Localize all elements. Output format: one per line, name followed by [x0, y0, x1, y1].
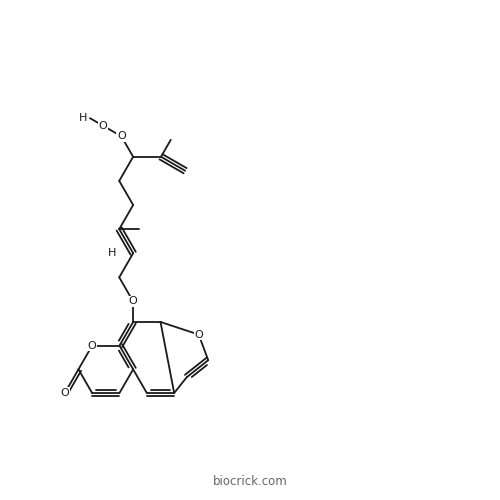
Text: H: H [108, 248, 116, 258]
Text: O: O [117, 132, 126, 141]
Text: O: O [88, 340, 96, 350]
Text: biocrick.com: biocrick.com [212, 474, 288, 488]
Text: O: O [194, 330, 203, 340]
Text: O: O [99, 121, 108, 131]
Text: H: H [79, 113, 88, 123]
Text: O: O [129, 296, 138, 306]
Text: O: O [60, 388, 69, 398]
